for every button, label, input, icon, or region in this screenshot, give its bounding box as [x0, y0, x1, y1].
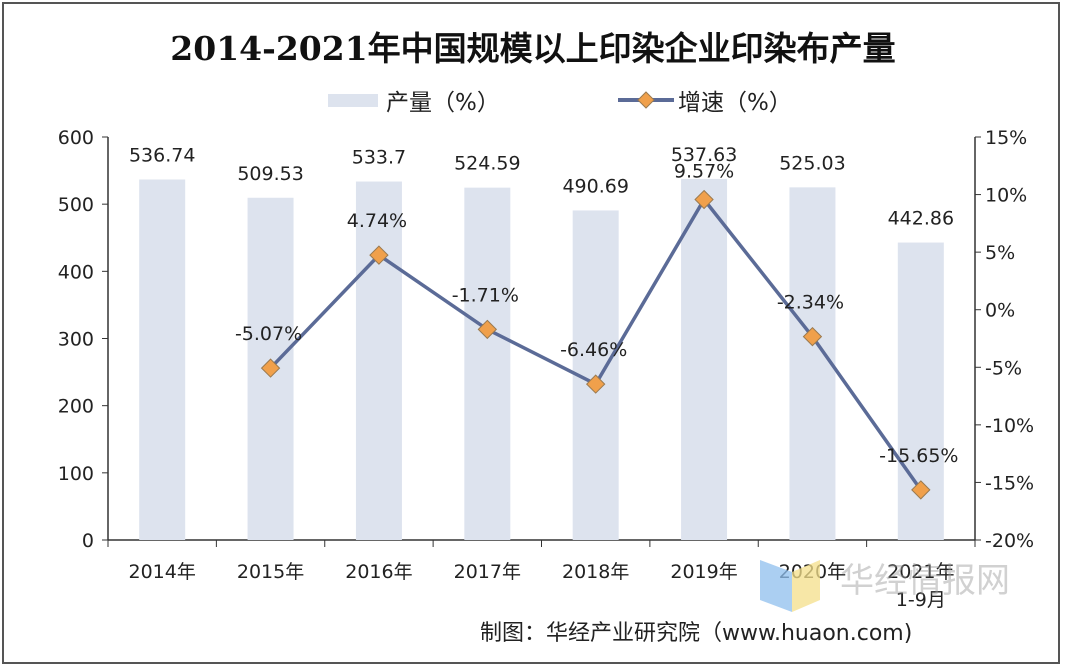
growth-marker: [369, 245, 389, 265]
legend-marker-icon: [637, 91, 655, 109]
bar: [681, 178, 728, 540]
left-tick-label: 500: [58, 194, 94, 216]
left-tick-label: 300: [58, 329, 94, 351]
right-tick-label: 0%: [985, 300, 1015, 322]
x-tick-label: 2014年: [129, 561, 196, 583]
bar-data-label: 533.7: [352, 147, 406, 169]
right-tick-label: -15%: [985, 472, 1034, 494]
bar-data-label: 490.69: [562, 175, 628, 197]
right-tick-label: -5%: [985, 357, 1022, 379]
right-tick-label: 10%: [985, 185, 1027, 207]
bar-data-label: 524.59: [454, 153, 520, 175]
x-tick-label: 2021年: [887, 561, 954, 583]
x-tick-label: 2016年: [345, 561, 412, 583]
legend-bar-label: 产量（%）: [386, 90, 500, 116]
bar: [464, 187, 511, 540]
growth-marker: [802, 326, 823, 347]
growth-marker: [694, 189, 714, 210]
x-tick-label: 2018年: [562, 561, 629, 583]
growth-data-label: -15.65%: [879, 445, 958, 467]
growth-marker: [477, 319, 498, 340]
right-tick-label: 15%: [985, 127, 1027, 149]
source-note: 制图：华经产业研究院（www.huaon.com): [480, 621, 912, 646]
growth-data-label: -6.46%: [560, 339, 627, 361]
bar-data-label: 536.74: [129, 144, 195, 166]
bar-data-label: 442.86: [888, 208, 954, 230]
chart-title: 2014-2021年中国规模以上印染企业印染布产量: [170, 29, 895, 68]
growth-marker: [260, 358, 281, 378]
left-tick-label: 0: [82, 530, 94, 552]
left-tick-label: 600: [58, 127, 94, 149]
left-tick-label: 200: [58, 396, 94, 418]
bar-data-label: 525.03: [779, 152, 845, 174]
left-tick-label: 100: [58, 463, 94, 485]
legend-line-label: 增速（%）: [678, 90, 792, 116]
x-tick-label: 2019年: [670, 561, 737, 583]
bar-data-label: 537.63: [671, 144, 737, 166]
growth-data-label: -2.34%: [777, 292, 844, 314]
x-tick-label: 1-9月: [896, 589, 946, 611]
bar-data-label: 509.53: [237, 163, 303, 185]
watermark: 华经情报网: [760, 560, 1010, 612]
growth-marker: [585, 374, 606, 394]
right-tick-label: -20%: [985, 530, 1034, 552]
x-tick-label: 2017年: [454, 561, 521, 583]
growth-marker: [911, 480, 931, 500]
bar: [355, 181, 402, 540]
left-tick-label: 400: [58, 261, 94, 283]
right-tick-label: -10%: [985, 415, 1034, 437]
growth-data-label: 9.57%: [674, 161, 734, 183]
right-tick-label: 5%: [985, 242, 1015, 264]
x-tick-label: 2015年: [237, 561, 304, 583]
bar: [789, 187, 836, 540]
bar: [139, 179, 186, 541]
growth-data-label: 4.74%: [347, 210, 407, 232]
growth-data-label: -1.71%: [452, 284, 519, 306]
legend-bar-swatch: [328, 94, 378, 107]
legend: 产量（%） 增速（%）: [328, 90, 792, 116]
watermark-text: 华经情报网: [840, 561, 1010, 601]
growth-data-label: -5.07%: [235, 323, 302, 345]
